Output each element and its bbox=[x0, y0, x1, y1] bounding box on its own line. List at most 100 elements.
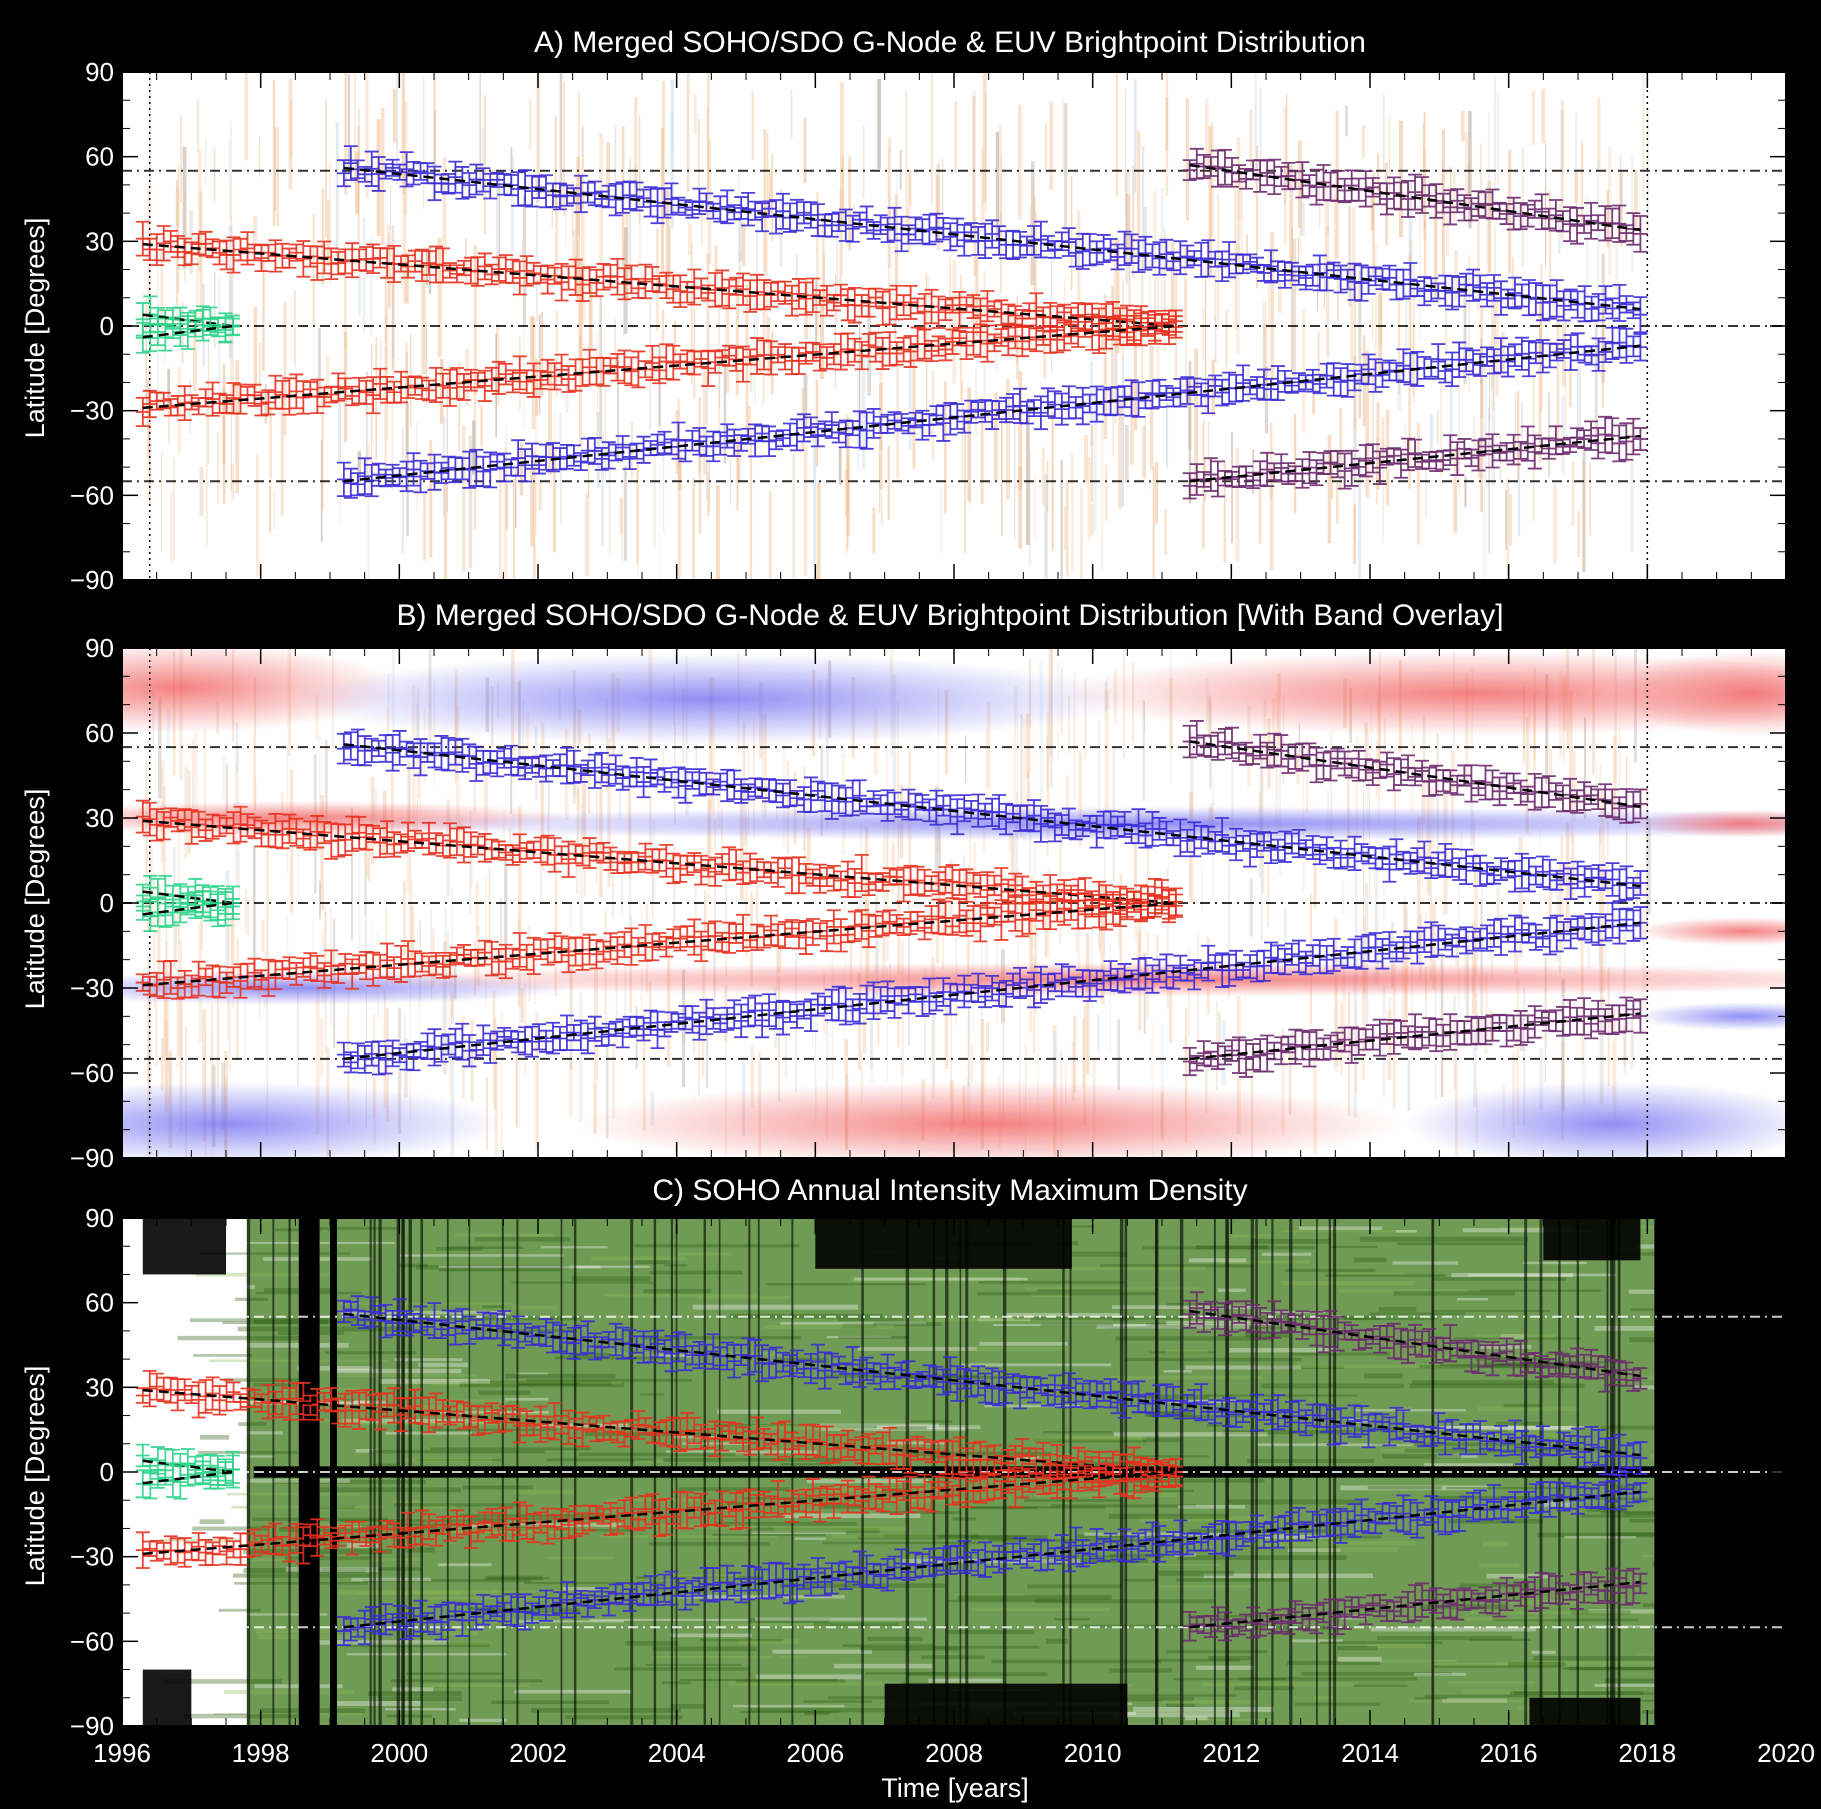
error-bar bbox=[1612, 868, 1627, 903]
error-bar bbox=[1019, 400, 1034, 425]
error-bar bbox=[163, 1376, 178, 1404]
error-bar bbox=[580, 1022, 595, 1055]
error-bar bbox=[195, 1460, 210, 1486]
error-bar bbox=[1036, 901, 1051, 930]
error-bar bbox=[1591, 1355, 1606, 1380]
error-bar bbox=[401, 940, 416, 978]
error-bar bbox=[1131, 381, 1146, 418]
error-bar bbox=[1022, 902, 1037, 935]
error-bar bbox=[1061, 227, 1076, 257]
error-bar bbox=[1408, 1584, 1423, 1622]
error-bar bbox=[987, 874, 1002, 897]
error-bar bbox=[1480, 924, 1495, 952]
error-bar bbox=[1466, 1491, 1481, 1523]
error-bar bbox=[601, 763, 616, 787]
error-bar bbox=[1013, 966, 1028, 999]
error-bar bbox=[1410, 1424, 1425, 1443]
y-tick-label: 90 bbox=[85, 1203, 114, 1233]
error-bar bbox=[1410, 280, 1425, 297]
error-bar bbox=[594, 190, 609, 208]
error-bar bbox=[720, 189, 735, 225]
error-bar bbox=[1173, 818, 1188, 858]
error-bar bbox=[421, 379, 436, 402]
error-bar bbox=[1626, 1442, 1641, 1470]
error-bar bbox=[1591, 788, 1606, 811]
error-bar bbox=[1351, 749, 1366, 782]
error-bar bbox=[1124, 824, 1139, 844]
error-bar bbox=[803, 1353, 818, 1385]
error-bar bbox=[165, 306, 180, 328]
error-bar bbox=[477, 939, 492, 966]
error-bar bbox=[1029, 1472, 1044, 1490]
error-bar bbox=[1358, 758, 1373, 782]
error-bar bbox=[449, 1509, 464, 1539]
error-bar bbox=[1189, 720, 1204, 756]
error-bar bbox=[1422, 1589, 1437, 1612]
error-bar bbox=[1534, 1571, 1549, 1609]
error-bar bbox=[1527, 199, 1542, 219]
error-bar bbox=[505, 844, 520, 866]
error-bar bbox=[1224, 1300, 1239, 1333]
error-bar bbox=[659, 343, 674, 380]
error-bar bbox=[1541, 1572, 1556, 1605]
error-bar bbox=[601, 1590, 616, 1617]
error-bar bbox=[575, 267, 590, 302]
error-bar bbox=[1555, 438, 1570, 455]
error-bar bbox=[896, 294, 911, 317]
error-bar bbox=[1106, 316, 1121, 341]
error-bar bbox=[1323, 750, 1338, 782]
error-bar bbox=[699, 998, 714, 1036]
error-bar bbox=[1189, 1616, 1204, 1633]
error-bar bbox=[1401, 180, 1416, 218]
error-bar bbox=[1528, 1435, 1543, 1459]
error-bar bbox=[1499, 1576, 1514, 1612]
error-bar bbox=[1152, 1525, 1167, 1563]
error-bar bbox=[1288, 1028, 1303, 1065]
error-bar bbox=[629, 181, 644, 212]
error-bar bbox=[470, 1522, 485, 1543]
error-bar bbox=[1295, 1310, 1310, 1340]
error-bar bbox=[1124, 1382, 1139, 1407]
fit-line bbox=[1189, 740, 1641, 808]
error-bar bbox=[526, 936, 541, 976]
error-bar bbox=[198, 388, 213, 408]
error-bar bbox=[1196, 1303, 1211, 1333]
error-bar bbox=[247, 816, 262, 840]
error-bar bbox=[1309, 1603, 1324, 1635]
error-bar bbox=[1429, 450, 1444, 473]
series-7 bbox=[1182, 996, 1648, 1078]
error-bar bbox=[1527, 1005, 1542, 1039]
error-bar bbox=[854, 340, 869, 371]
error-bar bbox=[1312, 843, 1327, 866]
error-bar bbox=[1022, 887, 1037, 904]
error-bar bbox=[880, 980, 895, 1012]
error-bar bbox=[1288, 1314, 1303, 1334]
error-bar bbox=[343, 145, 358, 182]
error-bar bbox=[1626, 417, 1641, 456]
error-bar bbox=[1591, 1428, 1606, 1466]
error-bar bbox=[575, 1411, 590, 1448]
error-bar bbox=[1330, 1031, 1345, 1052]
error-bar bbox=[1591, 293, 1606, 322]
error-bar bbox=[1330, 747, 1345, 770]
error-bar bbox=[1222, 836, 1237, 855]
error-bar bbox=[854, 294, 869, 318]
error-bar bbox=[824, 1352, 839, 1379]
error-bar bbox=[1326, 846, 1341, 869]
error-bar bbox=[385, 1309, 400, 1337]
error-bar bbox=[1029, 898, 1044, 922]
error-bar bbox=[1295, 458, 1310, 489]
error-bar bbox=[1549, 914, 1564, 953]
error-bar bbox=[1222, 241, 1237, 279]
error-bar bbox=[483, 1032, 498, 1064]
error-bar bbox=[1408, 173, 1423, 211]
error-bar bbox=[803, 416, 818, 438]
error-bar bbox=[1549, 1439, 1564, 1456]
y-tick-label: −30 bbox=[70, 973, 114, 1003]
error-bar bbox=[1450, 188, 1465, 214]
fit-line bbox=[1189, 434, 1641, 483]
error-bar bbox=[868, 914, 883, 938]
error-bar bbox=[498, 254, 513, 284]
error-bar bbox=[1382, 359, 1397, 382]
